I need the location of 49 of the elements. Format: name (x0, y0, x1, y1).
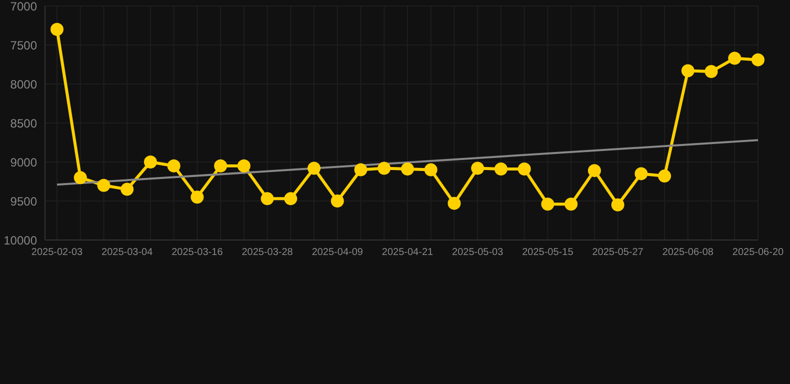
point (448, 196, 461, 210)
x-tick-label: 2025-03-16 (172, 247, 224, 258)
point (330, 194, 344, 208)
point (634, 167, 648, 180)
x-tick-label: 2025-06-08 (662, 247, 714, 258)
point (97, 178, 110, 192)
point (424, 163, 438, 176)
x-tick-label: 2025-03-04 (102, 247, 154, 258)
point (588, 164, 601, 178)
y-tick-label: 7500 (10, 38, 38, 52)
y-tick-label: 7000 (10, 0, 38, 14)
point (74, 171, 87, 184)
point (494, 162, 508, 176)
point (401, 162, 414, 176)
y-tick-label: 8000 (10, 77, 38, 92)
point (308, 162, 321, 175)
y-tick-label: 8500 (10, 116, 38, 130)
point (541, 198, 554, 211)
point (190, 190, 204, 204)
x-tick-label: 2025-04-21 (382, 247, 434, 258)
point (260, 192, 274, 206)
x-tick-label: 2025-05-27 (592, 247, 644, 258)
x-tick-label: 2025-03-28 (242, 247, 294, 258)
point (144, 156, 157, 168)
y-tick-label: 10000 (4, 233, 38, 248)
x-tick-label: 2025-02-03 (31, 247, 84, 258)
point (284, 192, 298, 206)
point (237, 159, 250, 172)
x-tick-label: 2025-06-20 (732, 247, 784, 258)
point (354, 163, 368, 176)
point (471, 162, 484, 175)
point (681, 64, 694, 78)
point (611, 198, 624, 212)
point (214, 159, 228, 172)
y-tick-label: 9500 (10, 194, 38, 208)
point (728, 52, 742, 65)
point (50, 22, 64, 36)
point (378, 162, 391, 175)
point (167, 159, 180, 172)
x-tick-label: 2025-04-09 (312, 247, 364, 258)
point (518, 162, 531, 176)
point (752, 53, 764, 66)
point (704, 65, 718, 78)
y-tick-label: 9000 (10, 155, 38, 170)
point (564, 198, 578, 211)
x-tick-label: 2025-05-15 (522, 247, 574, 258)
point (120, 182, 134, 196)
x-tick-label: 2025-05-03 (452, 247, 504, 258)
point (658, 170, 672, 183)
